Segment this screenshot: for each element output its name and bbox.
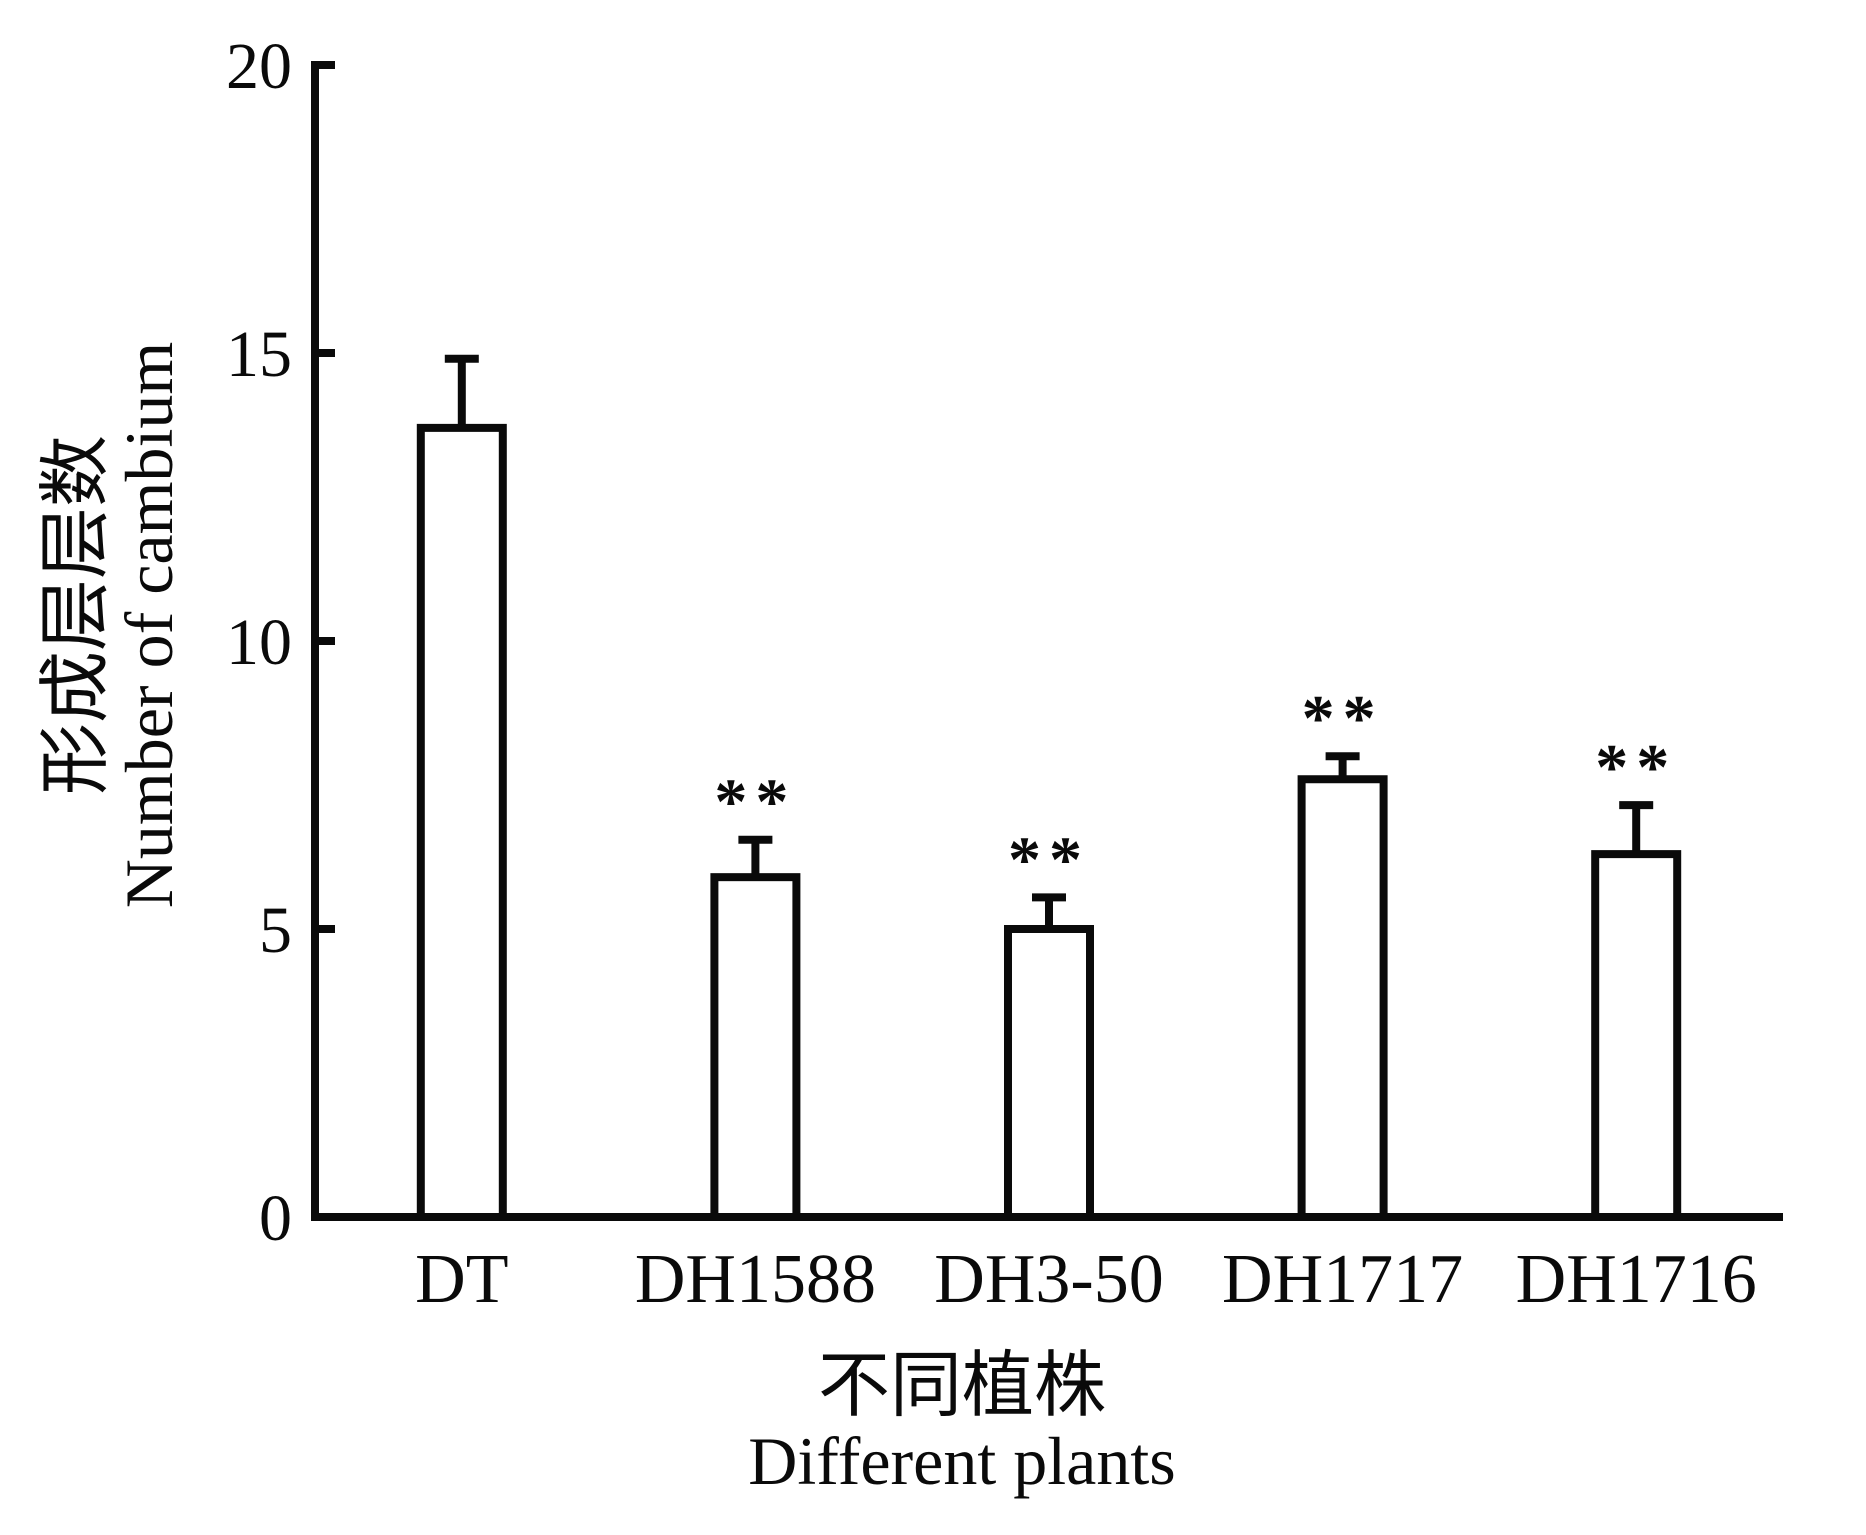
y-tick-label-5: 5 bbox=[259, 894, 292, 967]
x-tick-label-DH1716: DH1716 bbox=[1516, 1241, 1757, 1318]
y-tick-label-20: 20 bbox=[226, 30, 292, 103]
x-axis-title-en: Different plants bbox=[748, 1423, 1175, 1499]
significance-DH1588: ** bbox=[714, 766, 796, 839]
y-tick-label-10: 10 bbox=[226, 606, 292, 679]
bar-DH1716 bbox=[1591, 850, 1682, 1221]
bar-DH3-50 bbox=[1004, 925, 1094, 1221]
significance-DH1716: ** bbox=[1595, 731, 1677, 804]
bar-DH1588 bbox=[710, 873, 801, 1221]
x-tick-label-DH3-50: DH3-50 bbox=[934, 1241, 1163, 1318]
significance-DH3-50: ** bbox=[1008, 823, 1090, 896]
x-tick-label-DT: DT bbox=[415, 1241, 508, 1318]
x-tick-label-DH1717: DH1717 bbox=[1222, 1241, 1463, 1318]
y-axis-title-en: Number of cambium bbox=[111, 342, 187, 909]
bar-DT bbox=[416, 423, 507, 1221]
bar-DH1717 bbox=[1297, 775, 1388, 1221]
y-tick-label-0: 0 bbox=[259, 1182, 292, 1255]
x-tick-label-DH1588: DH1588 bbox=[635, 1241, 876, 1318]
x-axis-title-zh: 不同植株 bbox=[818, 1346, 1106, 1426]
plot-area: DT ** DH1588 ** DH3-50 ** DH1717 ** DH1716 0 5 10 15… bbox=[226, 30, 1783, 1318]
y-tick-label-15: 15 bbox=[226, 318, 292, 391]
y-axis-title-zh: 形成层层数 bbox=[36, 435, 116, 795]
significance-DH1717: ** bbox=[1302, 682, 1384, 755]
